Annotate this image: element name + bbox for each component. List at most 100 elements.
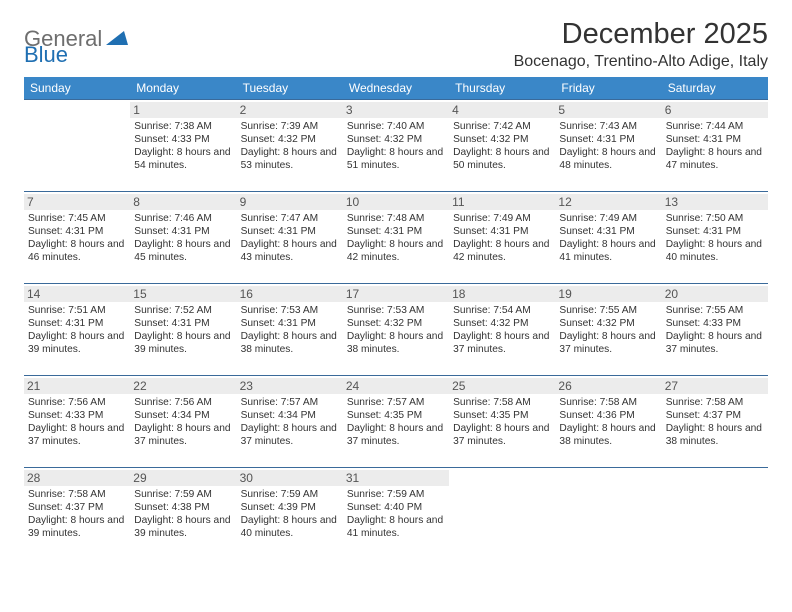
day-number: 18 bbox=[449, 286, 555, 302]
weekday-header: Wednesday bbox=[343, 77, 449, 100]
day-number: 26 bbox=[555, 378, 661, 394]
calendar-cell: 22Sunrise: 7:56 AMSunset: 4:34 PMDayligh… bbox=[130, 376, 236, 468]
calendar-cell: 18 Sunrise: 7:54 AMSunset: 4:32 PMDayligh… bbox=[449, 284, 555, 376]
day-info: Sunrise: 7:53 AMSunset: 4:31 PMDaylight:… bbox=[241, 304, 339, 356]
calendar-cell: 23Sunrise: 7:57 AMSunset: 4:34 PMDayligh… bbox=[237, 376, 343, 468]
day-number: 2 bbox=[237, 102, 343, 118]
calendar-row: 1Sunrise: 7:38 AMSunset: 4:33 PMDaylight… bbox=[24, 100, 768, 192]
calendar-cell: 9 Sunrise: 7:47 AMSunset: 4:31 PMDaylight… bbox=[237, 192, 343, 284]
calendar-cell: 30 Sunrise: 7:59 AMSunset: 4:39 PMDayligh… bbox=[237, 468, 343, 560]
day-info: Sunrise: 7:40 AMSunset: 4:32 PMDaylight:… bbox=[347, 120, 445, 172]
header: General December 2025 Bocenago, Trentino… bbox=[24, 18, 768, 71]
day-info: Sunrise: 7:58 AMSunset: 4:35 PMDaylight:… bbox=[453, 396, 551, 448]
calendar-cell: 15 Sunrise: 7:52 AMSunset: 4:31 PMDayligh… bbox=[130, 284, 236, 376]
day-info: Sunrise: 7:53 AMSunset: 4:32 PMDaylight:… bbox=[347, 304, 445, 356]
day-number: 23 bbox=[237, 378, 343, 394]
calendar-cell: 3 Sunrise: 7:40 AMSunset: 4:32 PMDaylight… bbox=[343, 100, 449, 192]
weekday-header: Friday bbox=[555, 77, 661, 100]
day-number: 8 bbox=[130, 194, 236, 210]
calendar-cell bbox=[662, 468, 768, 560]
day-number: 27 bbox=[662, 378, 768, 394]
day-number: 16 bbox=[237, 286, 343, 302]
day-number: 24 bbox=[343, 378, 449, 394]
weekday-header: Tuesday bbox=[237, 77, 343, 100]
logo-line2: Blue bbox=[24, 42, 68, 68]
calendar-cell: 11 Sunrise: 7:49 AMSunset: 4:31 PMDayligh… bbox=[449, 192, 555, 284]
day-info: Sunrise: 7:47 AMSunset: 4:31 PMDaylight:… bbox=[241, 212, 339, 264]
day-info: Sunrise: 7:46 AMSunset: 4:31 PMDaylight:… bbox=[134, 212, 232, 264]
calendar-cell: 6Sunrise: 7:44 AMSunset: 4:31 PMDaylight… bbox=[662, 100, 768, 192]
weekday-header: Sunday bbox=[24, 77, 130, 100]
day-number: 4 bbox=[449, 102, 555, 118]
calendar-row: 7 Sunrise: 7:45 AMSunset: 4:31 PMDaylight… bbox=[24, 192, 768, 284]
day-number: 28 bbox=[24, 470, 130, 486]
day-number: 13 bbox=[662, 194, 768, 210]
calendar-cell bbox=[555, 468, 661, 560]
day-info: Sunrise: 7:50 AMSunset: 4:31 PMDaylight:… bbox=[666, 212, 764, 264]
day-number: 20 bbox=[662, 286, 768, 302]
day-number: 15 bbox=[130, 286, 236, 302]
day-info: Sunrise: 7:58 AMSunset: 4:37 PMDaylight:… bbox=[666, 396, 764, 448]
calendar-cell: 25Sunrise: 7:58 AMSunset: 4:35 PMDayligh… bbox=[449, 376, 555, 468]
day-number: 29 bbox=[130, 470, 236, 486]
calendar-cell: 13 Sunrise: 7:50 AMSunset: 4:31 PMDayligh… bbox=[662, 192, 768, 284]
day-info: Sunrise: 7:55 AMSunset: 4:33 PMDaylight:… bbox=[666, 304, 764, 356]
day-info: Sunrise: 7:49 AMSunset: 4:31 PMDaylight:… bbox=[559, 212, 657, 264]
day-number: 3 bbox=[343, 102, 449, 118]
month-title: December 2025 bbox=[514, 18, 768, 51]
calendar-cell bbox=[449, 468, 555, 560]
day-info: Sunrise: 7:52 AMSunset: 4:31 PMDaylight:… bbox=[134, 304, 232, 356]
calendar-cell bbox=[24, 100, 130, 192]
calendar-cell: 2 Sunrise: 7:39 AMSunset: 4:32 PMDaylight… bbox=[237, 100, 343, 192]
day-info: Sunrise: 7:51 AMSunset: 4:31 PMDaylight:… bbox=[28, 304, 126, 356]
day-info: Sunrise: 7:45 AMSunset: 4:31 PMDaylight:… bbox=[28, 212, 126, 264]
calendar-cell: 27 Sunrise: 7:58 AMSunset: 4:37 PMDayligh… bbox=[662, 376, 768, 468]
calendar-cell: 8 Sunrise: 7:46 AMSunset: 4:31 PMDaylight… bbox=[130, 192, 236, 284]
calendar-table: SundayMondayTuesdayWednesdayThursdayFrid… bbox=[24, 77, 768, 560]
day-number: 30 bbox=[237, 470, 343, 486]
calendar-cell: 14 Sunrise: 7:51 AMSunset: 4:31 PMDayligh… bbox=[24, 284, 130, 376]
day-info: Sunrise: 7:59 AMSunset: 4:40 PMDaylight:… bbox=[347, 488, 445, 540]
day-info: Sunrise: 7:55 AMSunset: 4:32 PMDaylight:… bbox=[559, 304, 657, 356]
day-number: 7 bbox=[24, 194, 130, 210]
weekday-header: Thursday bbox=[449, 77, 555, 100]
day-number: 12 bbox=[555, 194, 661, 210]
day-info: Sunrise: 7:42 AMSunset: 4:32 PMDaylight:… bbox=[453, 120, 551, 172]
day-number: 31 bbox=[343, 470, 449, 486]
calendar-cell: 7 Sunrise: 7:45 AMSunset: 4:31 PMDaylight… bbox=[24, 192, 130, 284]
calendar-cell: 4 Sunrise: 7:42 AMSunset: 4:32 PMDaylight… bbox=[449, 100, 555, 192]
day-number: 21 bbox=[24, 378, 130, 394]
calendar-cell: 28 Sunrise: 7:58 AMSunset: 4:37 PMDayligh… bbox=[24, 468, 130, 560]
weekday-header: Saturday bbox=[662, 77, 768, 100]
day-info: Sunrise: 7:39 AMSunset: 4:32 PMDaylight:… bbox=[241, 120, 339, 172]
day-number: 11 bbox=[449, 194, 555, 210]
calendar-cell: 12 Sunrise: 7:49 AMSunset: 4:31 PMDayligh… bbox=[555, 192, 661, 284]
calendar-row: 21Sunrise: 7:56 AMSunset: 4:33 PMDayligh… bbox=[24, 376, 768, 468]
triangle-icon bbox=[106, 29, 128, 50]
day-info: Sunrise: 7:57 AMSunset: 4:35 PMDaylight:… bbox=[347, 396, 445, 448]
day-number: 9 bbox=[237, 194, 343, 210]
calendar-cell: 17Sunrise: 7:53 AMSunset: 4:32 PMDayligh… bbox=[343, 284, 449, 376]
location: Bocenago, Trentino-Alto Adige, Italy bbox=[514, 53, 768, 71]
day-info: Sunrise: 7:49 AMSunset: 4:31 PMDaylight:… bbox=[453, 212, 551, 264]
weekday-header-row: SundayMondayTuesdayWednesdayThursdayFrid… bbox=[24, 77, 768, 100]
weekday-header: Monday bbox=[130, 77, 236, 100]
day-number: 1 bbox=[130, 102, 236, 118]
calendar-cell: 16 Sunrise: 7:53 AMSunset: 4:31 PMDayligh… bbox=[237, 284, 343, 376]
day-info: Sunrise: 7:58 AMSunset: 4:36 PMDaylight:… bbox=[559, 396, 657, 448]
day-number: 22 bbox=[130, 378, 236, 394]
calendar-row: 14 Sunrise: 7:51 AMSunset: 4:31 PMDayligh… bbox=[24, 284, 768, 376]
day-number: 10 bbox=[343, 194, 449, 210]
day-info: Sunrise: 7:58 AMSunset: 4:37 PMDaylight:… bbox=[28, 488, 126, 540]
day-number: 19 bbox=[555, 286, 661, 302]
day-info: Sunrise: 7:43 AMSunset: 4:31 PMDaylight:… bbox=[559, 120, 657, 172]
day-number: 6 bbox=[662, 102, 768, 118]
day-info: Sunrise: 7:59 AMSunset: 4:39 PMDaylight:… bbox=[241, 488, 339, 540]
calendar-cell: 10Sunrise: 7:48 AMSunset: 4:31 PMDayligh… bbox=[343, 192, 449, 284]
day-info: Sunrise: 7:54 AMSunset: 4:32 PMDaylight:… bbox=[453, 304, 551, 356]
calendar-cell: 5Sunrise: 7:43 AMSunset: 4:31 PMDaylight… bbox=[555, 100, 661, 192]
day-number: 14 bbox=[24, 286, 130, 302]
calendar-cell: 24 Sunrise: 7:57 AMSunset: 4:35 PMDayligh… bbox=[343, 376, 449, 468]
calendar-body: 1Sunrise: 7:38 AMSunset: 4:33 PMDaylight… bbox=[24, 100, 768, 560]
calendar-cell: 21Sunrise: 7:56 AMSunset: 4:33 PMDayligh… bbox=[24, 376, 130, 468]
